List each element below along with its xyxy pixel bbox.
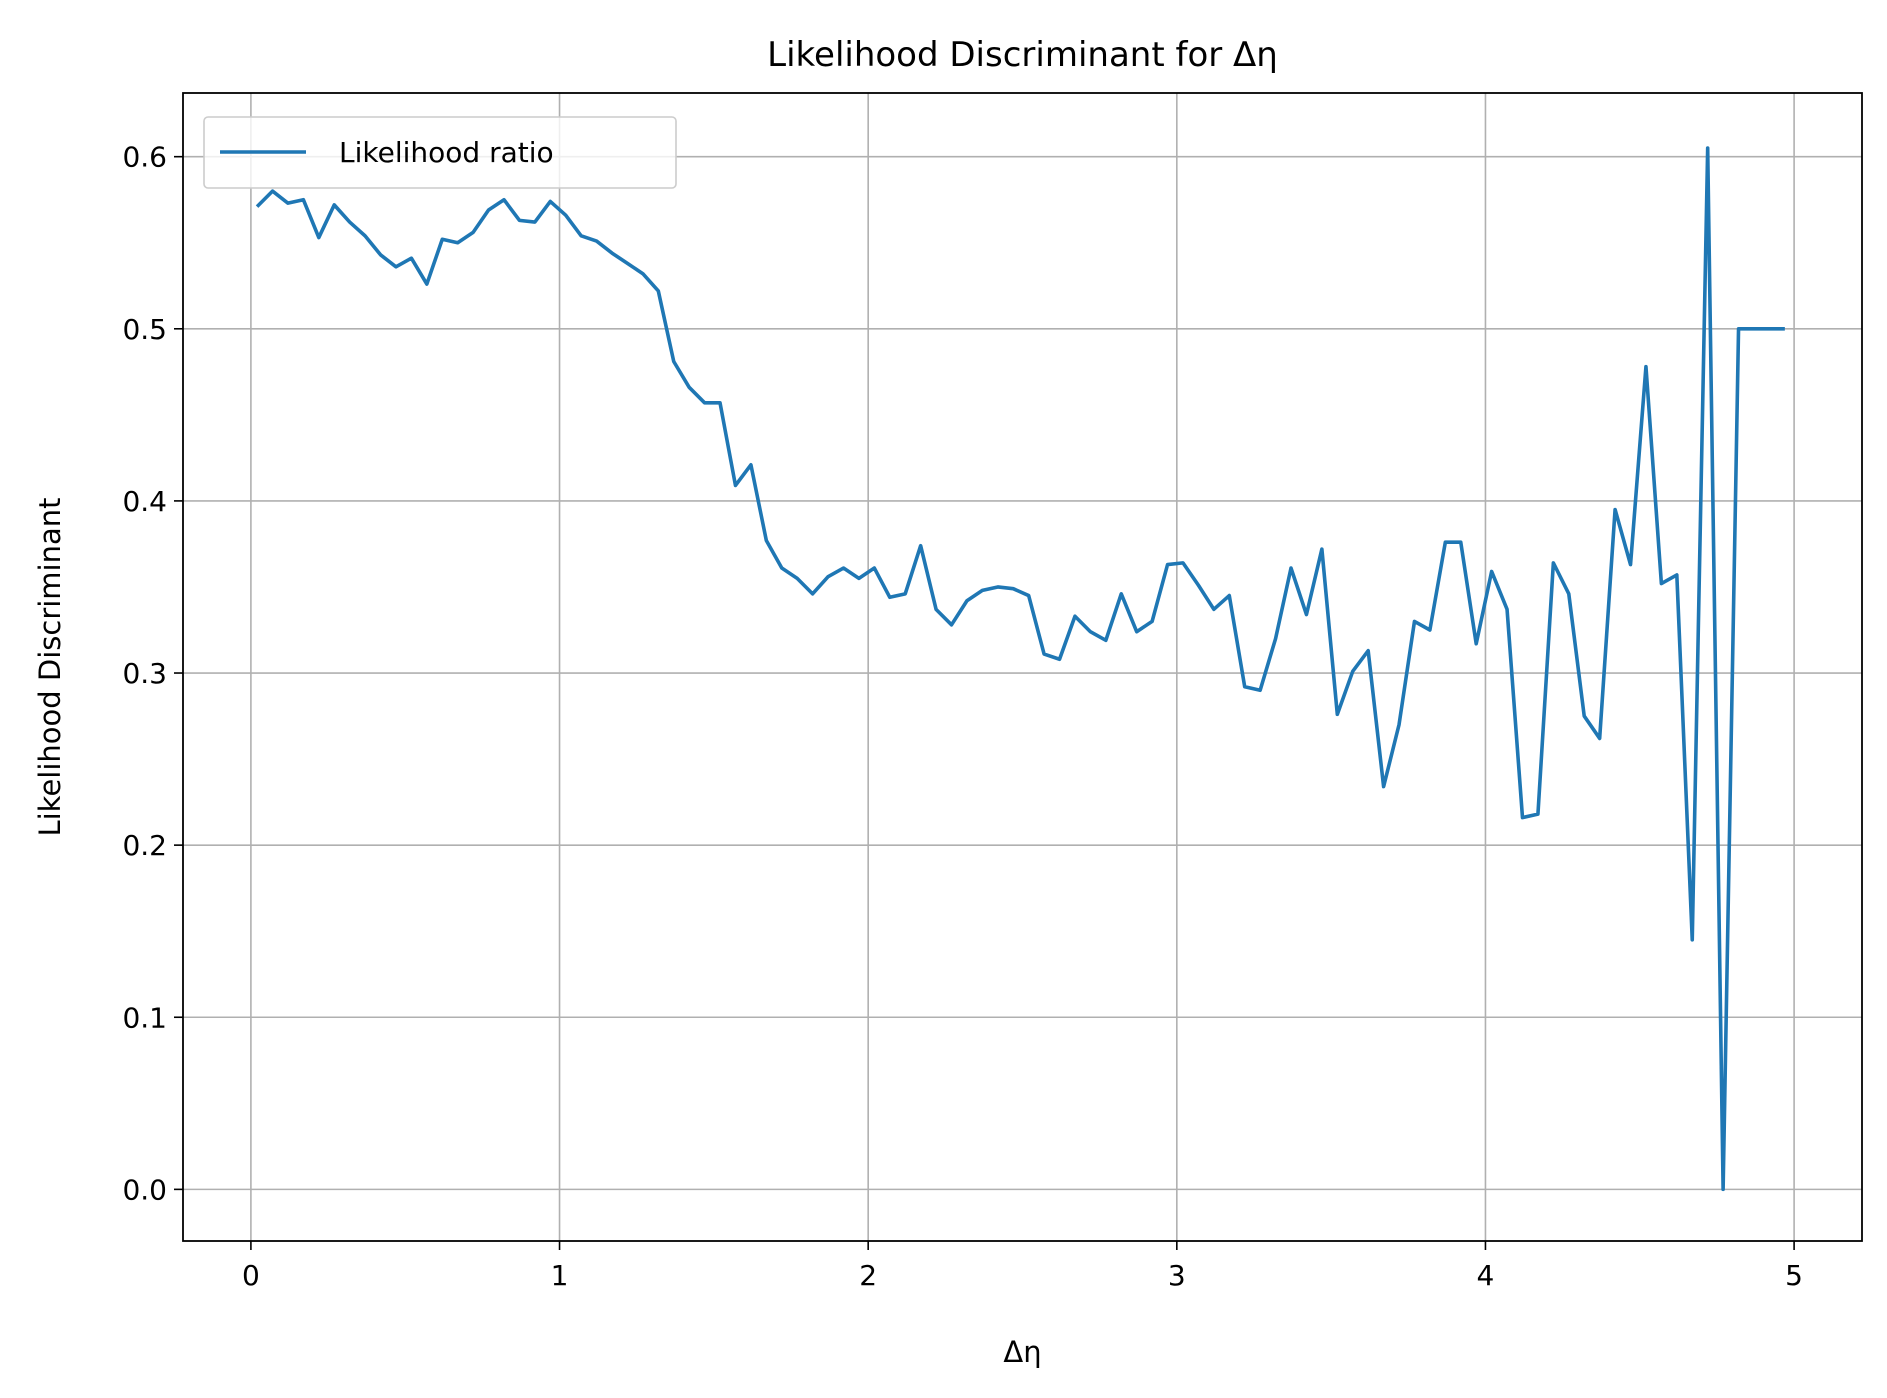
y-tick-label: 0.0 [122,1173,167,1206]
legend-label: Likelihood ratio [339,136,554,169]
tick-layer: 0 1 2 3 4 5 0.0 0.1 0.2 0.3 0.4 0.5 0.6 [122,141,1803,1292]
x-tick-label: 2 [859,1259,877,1292]
x-axis-title: Δη [1003,1335,1041,1369]
y-tick-label: 0.2 [122,829,167,862]
plot-frame [182,92,1863,1242]
legend: Likelihood ratio [203,116,677,189]
x-tick-label: 4 [1477,1259,1495,1292]
x-tick-label: 3 [1168,1259,1186,1292]
y-tick-label: 0.6 [122,141,167,174]
chart-title: Likelihood Discriminant for Δη [767,35,1278,75]
series-layer [255,146,1785,1192]
series-line [255,146,1785,1192]
x-tick-label: 5 [1785,1259,1803,1292]
y-axis-title: Likelihood Discriminant [33,497,67,836]
legend-box [203,116,677,189]
grid-layer [183,93,1862,1241]
x-tick-label: 0 [242,1259,260,1292]
x-tick-label: 1 [551,1259,569,1292]
y-tick-label: 0.5 [122,313,167,346]
y-tick-label: 0.4 [122,485,167,518]
y-tick-label: 0.1 [122,1001,167,1034]
y-tick-label: 0.3 [122,657,167,690]
